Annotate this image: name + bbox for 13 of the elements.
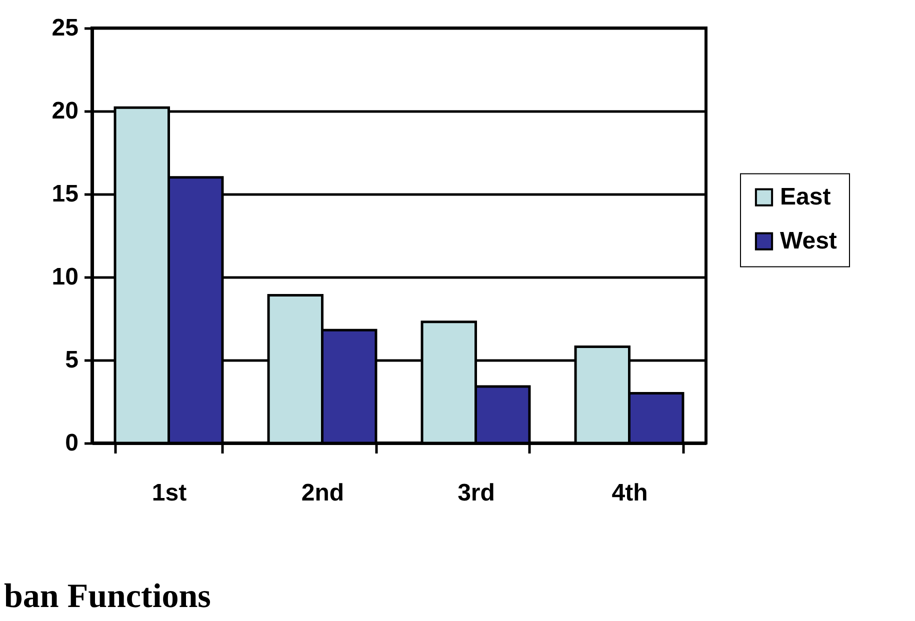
y-tick-label: 15: [52, 180, 78, 208]
y-tick-label: 5: [65, 346, 78, 374]
y-tick-label: 10: [52, 264, 78, 290]
y-tick-label: 25: [52, 14, 78, 42]
x-tick-label: 1st: [152, 480, 187, 506]
x-tick-label: 4th: [612, 480, 648, 506]
legend-label: East: [780, 183, 831, 210]
y-tick-label: 20: [52, 98, 78, 124]
text: ban Functions: [4, 578, 211, 616]
x-tick-label: 2nd: [301, 480, 344, 506]
x-tick-label: 3rd: [458, 480, 495, 506]
legend-label: West: [780, 227, 837, 254]
y-tick-label: 0: [65, 430, 78, 456]
